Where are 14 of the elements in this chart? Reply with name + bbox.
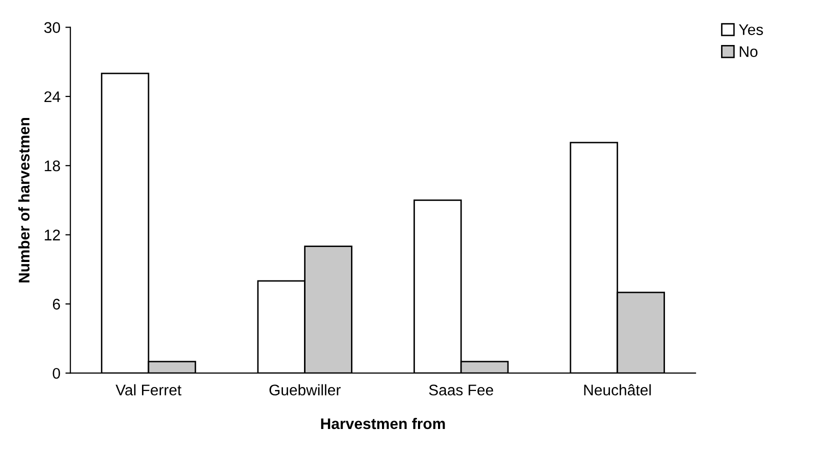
y-tick-label: 18 [44, 160, 60, 172]
x-tick-label: Val Ferret [116, 384, 182, 396]
y-tick-label: 12 [44, 230, 60, 240]
x-tick-label: Neuchâtel [584, 384, 651, 396]
x-tick-label: Guebwiller [269, 384, 341, 396]
y-axis-title: Number of harvestmen [18, 118, 30, 282]
x-axis-title: Harvestmen from [321, 418, 445, 430]
y-tick-label: 0 [52, 368, 60, 379]
y-tick-label: 6 [52, 298, 60, 310]
y-tick-label: 30 [44, 22, 60, 33]
legend-label: No [740, 46, 758, 58]
y-tick-label: 24 [44, 91, 60, 102]
legend-label: Yes [738, 24, 763, 36]
x-tick-label: Saas Fee [429, 384, 494, 396]
